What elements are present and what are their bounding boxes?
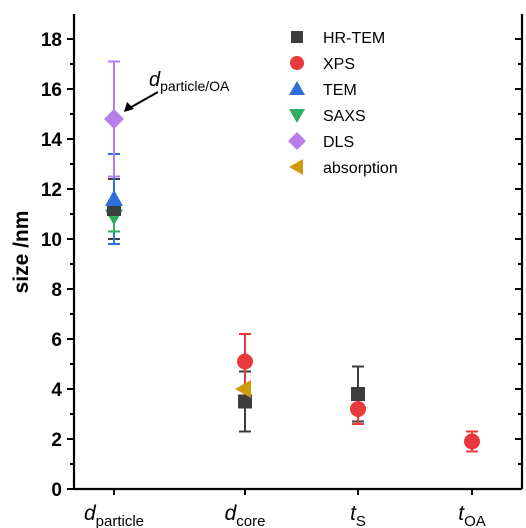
marker-hr-tem [351,387,365,401]
y-tick-label: 8 [51,280,62,301]
y-tick-label: 10 [41,230,62,251]
legend-marker [289,81,305,95]
y-axis-ticks: 0 2 4 6 8 10 12 14 16 18 [41,30,74,501]
marker-hr-tem [238,394,252,409]
y-tick-label: 12 [41,180,62,201]
x-axis-category-labels: dparticle dcore tS tOA [84,489,486,528]
legend-label: SAXS [323,108,366,125]
legend-marker [288,132,306,150]
legend-label: absorption [323,160,398,177]
y-tick-label: 16 [41,80,62,101]
y-tick-label: 0 [51,480,62,501]
marker-tem [105,190,123,206]
x-category-label: dcore [225,502,266,528]
y-tick-label: 18 [41,30,62,51]
legend-label: DLS [323,134,354,151]
legend-marker [290,56,304,70]
annotation: dparticle/OA [124,69,230,112]
marker-absorption [235,380,251,398]
x-category-label: tOA [458,502,486,528]
legend-marker [291,31,303,43]
data-markers [104,109,480,450]
marker-xps [237,353,253,370]
marker-xps [464,433,480,450]
y-tick-label: 14 [41,130,63,151]
legend: HR-TEM XPS TEM SAXS DLS absorption [288,30,398,177]
annotation-arrow-head [124,102,134,112]
legend-marker [289,159,303,175]
legend-marker [289,109,305,123]
legend-label: XPS [323,56,355,73]
marker-dls [104,109,124,129]
x-category-label: tS [350,502,366,528]
legend-label: TEM [323,82,357,99]
marker-xps [350,401,366,417]
y-tick-label: 4 [51,380,62,401]
legend-label: HR-TEM [323,30,385,47]
error-bars [108,60,478,453]
y-tick-label: 6 [51,330,62,351]
y-tick-label: 2 [51,430,62,451]
y-axis-label: size /nm [10,211,33,294]
x-category-label: dparticle [84,502,144,528]
annotation-label: dparticle/OA [149,69,230,94]
